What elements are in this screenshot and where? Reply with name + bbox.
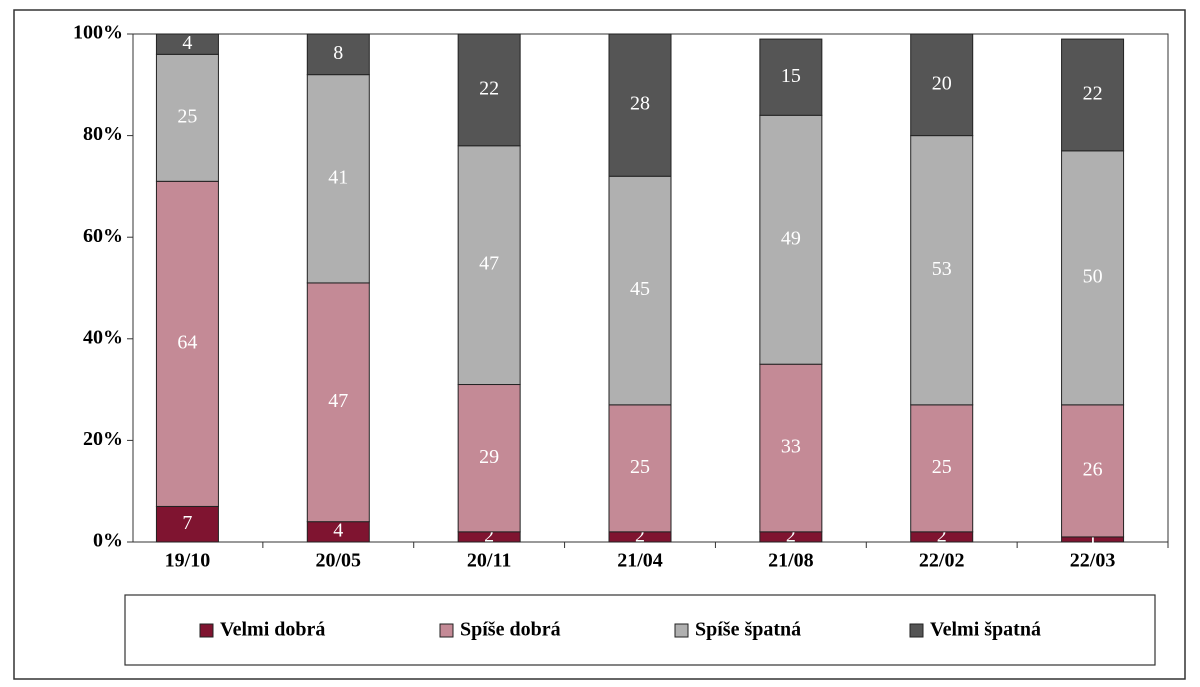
legend-label: Spíše špatná — [695, 619, 801, 641]
x-tick-label: 20/05 — [316, 550, 362, 572]
y-tick-label: 60% — [83, 225, 123, 247]
bar-segment — [759, 38, 823, 116]
bar-segment — [910, 33, 974, 137]
legend-label: Spíše dobrá — [460, 619, 561, 641]
value-label: 15 — [781, 65, 801, 87]
value-label: 33 — [781, 436, 801, 458]
value-label: 22 — [479, 77, 499, 99]
bar-segment — [457, 145, 521, 386]
legend-box — [124, 594, 1156, 666]
legend-swatch — [909, 623, 924, 638]
bar-segment — [1061, 38, 1125, 152]
x-tick-label: 22/02 — [919, 550, 965, 572]
bar-segment — [306, 33, 370, 76]
y-tick-label: 40% — [83, 326, 123, 348]
value-label: 53 — [932, 258, 952, 280]
y-tick-label: 20% — [83, 428, 123, 450]
x-tick-label: 21/04 — [617, 550, 663, 572]
value-label: 25 — [630, 456, 650, 478]
value-label: 2 — [786, 525, 796, 547]
bar-segment — [457, 33, 521, 147]
value-label: 49 — [781, 227, 801, 249]
bar-segment — [155, 505, 219, 543]
bar-segment — [608, 175, 672, 406]
value-label: 47 — [479, 253, 499, 275]
value-label: 8 — [333, 42, 343, 64]
bar-segment — [608, 33, 672, 177]
bar-segment — [457, 384, 521, 533]
x-tick-label: 20/11 — [467, 550, 511, 572]
x-tick-label: 19/10 — [165, 550, 211, 572]
bar-segment — [155, 33, 219, 55]
value-label: 2 — [484, 525, 494, 547]
bar-segment — [306, 282, 370, 523]
y-tick-label: 100% — [73, 22, 123, 44]
bar-segment — [910, 404, 974, 533]
value-label: 4 — [333, 519, 343, 541]
bar-segment — [1061, 404, 1125, 538]
x-tick-label: 22/03 — [1070, 550, 1116, 572]
value-label: 2 — [937, 525, 947, 547]
bar-segment — [910, 135, 974, 406]
value-label: 29 — [479, 446, 499, 468]
y-tick-label: 0% — [93, 530, 123, 552]
bar-segment — [1061, 150, 1125, 406]
legend-label: Velmi dobrá — [220, 619, 325, 641]
value-label: 7 — [182, 512, 192, 534]
value-label: 4 — [182, 32, 192, 54]
legend-swatch — [674, 623, 689, 638]
value-label: 26 — [1083, 458, 1103, 480]
y-tick-label: 80% — [83, 123, 123, 145]
legend-swatch — [439, 623, 454, 638]
legend-label: Velmi špatná — [930, 619, 1041, 641]
value-label: 1 — [1088, 527, 1098, 549]
bar-segment — [608, 404, 672, 533]
value-label: 41 — [328, 166, 348, 188]
value-label: 22 — [1083, 83, 1103, 105]
value-label: 28 — [630, 93, 650, 115]
value-label: 50 — [1083, 265, 1103, 287]
value-label: 2 — [635, 525, 645, 547]
bar-segment — [306, 74, 370, 284]
bar-segment — [155, 180, 219, 507]
legend-swatch — [199, 623, 214, 638]
x-tick-label: 21/08 — [768, 550, 814, 572]
bar-segment — [155, 53, 219, 182]
value-label: 45 — [630, 278, 650, 300]
bar-segment — [759, 114, 823, 365]
value-label: 25 — [177, 105, 197, 127]
value-label: 47 — [328, 390, 348, 412]
value-label: 64 — [177, 331, 197, 353]
value-label: 25 — [932, 456, 952, 478]
bar-segment — [759, 363, 823, 533]
value-label: 20 — [932, 72, 952, 94]
